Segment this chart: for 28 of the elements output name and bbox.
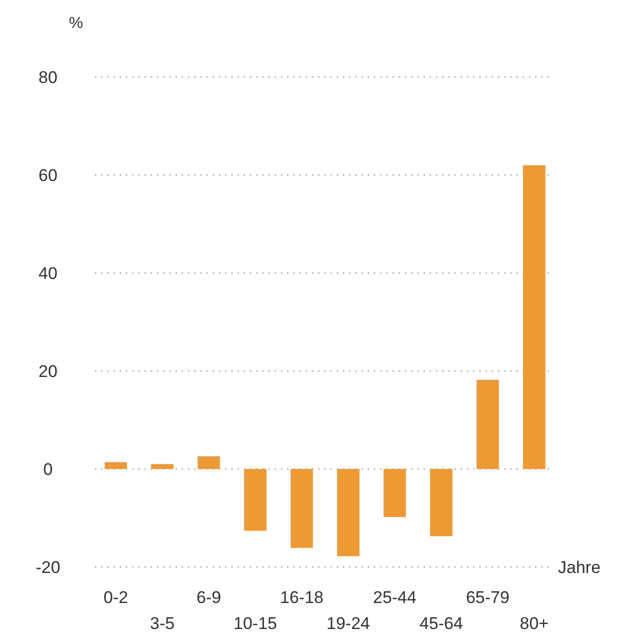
bar	[290, 469, 313, 548]
bar	[198, 456, 220, 469]
x-tick-label: 19-24	[326, 614, 370, 633]
x-axis-title: Jahre	[558, 558, 601, 577]
y-tick-label: 60	[38, 166, 58, 185]
bar	[384, 469, 406, 518]
x-tick-label: 3-5	[150, 614, 175, 633]
x-tick-label: 10-15	[234, 614, 278, 633]
bar	[244, 469, 266, 531]
y-tick-label: 40	[38, 264, 58, 283]
bar	[523, 165, 546, 469]
x-tick-label: 16-18	[280, 588, 324, 607]
bar	[476, 380, 499, 469]
x-tick-label: 25-44	[372, 588, 416, 607]
x-tick-label: 65-79	[466, 588, 510, 607]
x-tick-label: 45-64	[419, 614, 463, 633]
x-tick-label: 80+	[520, 614, 549, 633]
bar	[337, 469, 360, 556]
bar	[151, 464, 174, 469]
y-tick-label: -20	[36, 558, 60, 577]
bar	[104, 462, 127, 469]
x-tick-label: 6-9	[196, 588, 222, 607]
x-tick-label: 0-2	[104, 588, 128, 607]
y-tick-label: 0	[43, 460, 53, 479]
y-axis-title: %	[68, 15, 84, 32]
bar	[430, 469, 452, 536]
y-tick-label: 20	[38, 362, 58, 381]
y-tick-label: 80	[38, 68, 58, 87]
